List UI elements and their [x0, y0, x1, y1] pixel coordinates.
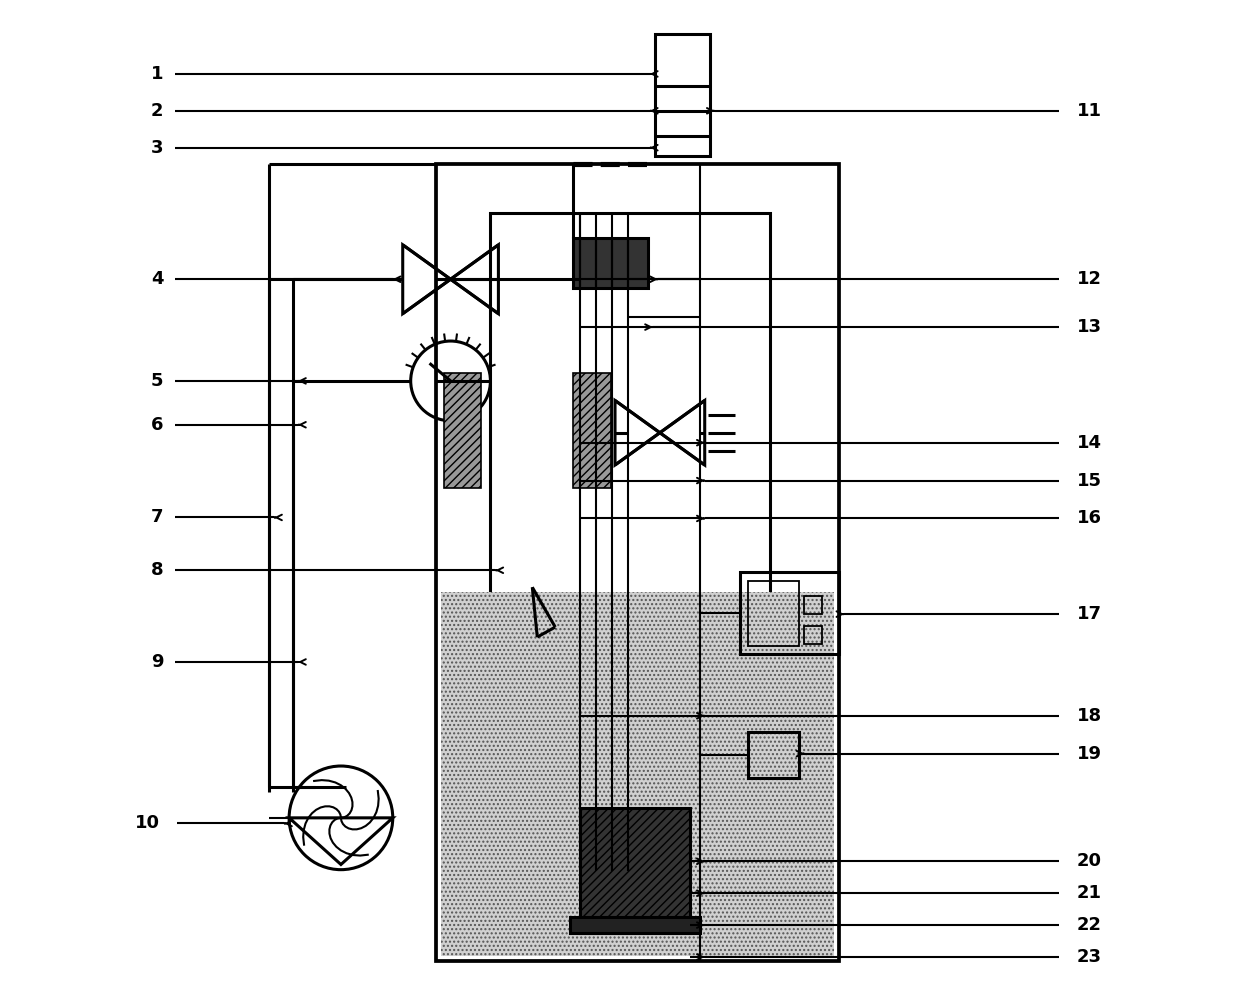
- Text: 23: 23: [1076, 948, 1101, 966]
- Bar: [491, 213, 770, 933]
- Text: 10: 10: [134, 814, 160, 832]
- Text: 18: 18: [1076, 707, 1101, 725]
- Bar: [655, 34, 709, 156]
- Text: 4: 4: [151, 270, 164, 288]
- Bar: [580, 808, 689, 933]
- Bar: [444, 373, 481, 487]
- Text: 1: 1: [151, 65, 164, 83]
- Bar: [748, 732, 800, 778]
- Text: 9: 9: [151, 653, 164, 671]
- Bar: [440, 592, 835, 956]
- Text: 16: 16: [1076, 510, 1101, 528]
- Text: 7: 7: [151, 509, 164, 527]
- Bar: [496, 592, 765, 928]
- Text: 21: 21: [1076, 884, 1101, 902]
- Bar: [748, 581, 800, 646]
- Text: 6: 6: [151, 416, 164, 434]
- Bar: [435, 164, 839, 961]
- Text: 3: 3: [151, 139, 164, 157]
- Text: 20: 20: [1076, 852, 1101, 870]
- Text: 15: 15: [1076, 471, 1101, 489]
- Bar: [496, 592, 765, 928]
- Bar: [440, 592, 835, 956]
- Text: 2: 2: [151, 102, 164, 120]
- Bar: [573, 373, 611, 487]
- Text: 22: 22: [1076, 917, 1101, 934]
- Text: 14: 14: [1076, 434, 1101, 451]
- Bar: [805, 626, 822, 644]
- Text: 17: 17: [1076, 605, 1101, 623]
- Text: 11: 11: [1076, 102, 1101, 120]
- Text: 12: 12: [1076, 270, 1101, 288]
- Bar: [570, 918, 699, 933]
- Bar: [573, 238, 649, 288]
- Text: 8: 8: [151, 561, 164, 579]
- Bar: [805, 596, 822, 614]
- Text: 13: 13: [1076, 319, 1101, 336]
- Text: 19: 19: [1076, 745, 1101, 763]
- Text: 5: 5: [151, 372, 164, 390]
- Bar: [739, 572, 839, 654]
